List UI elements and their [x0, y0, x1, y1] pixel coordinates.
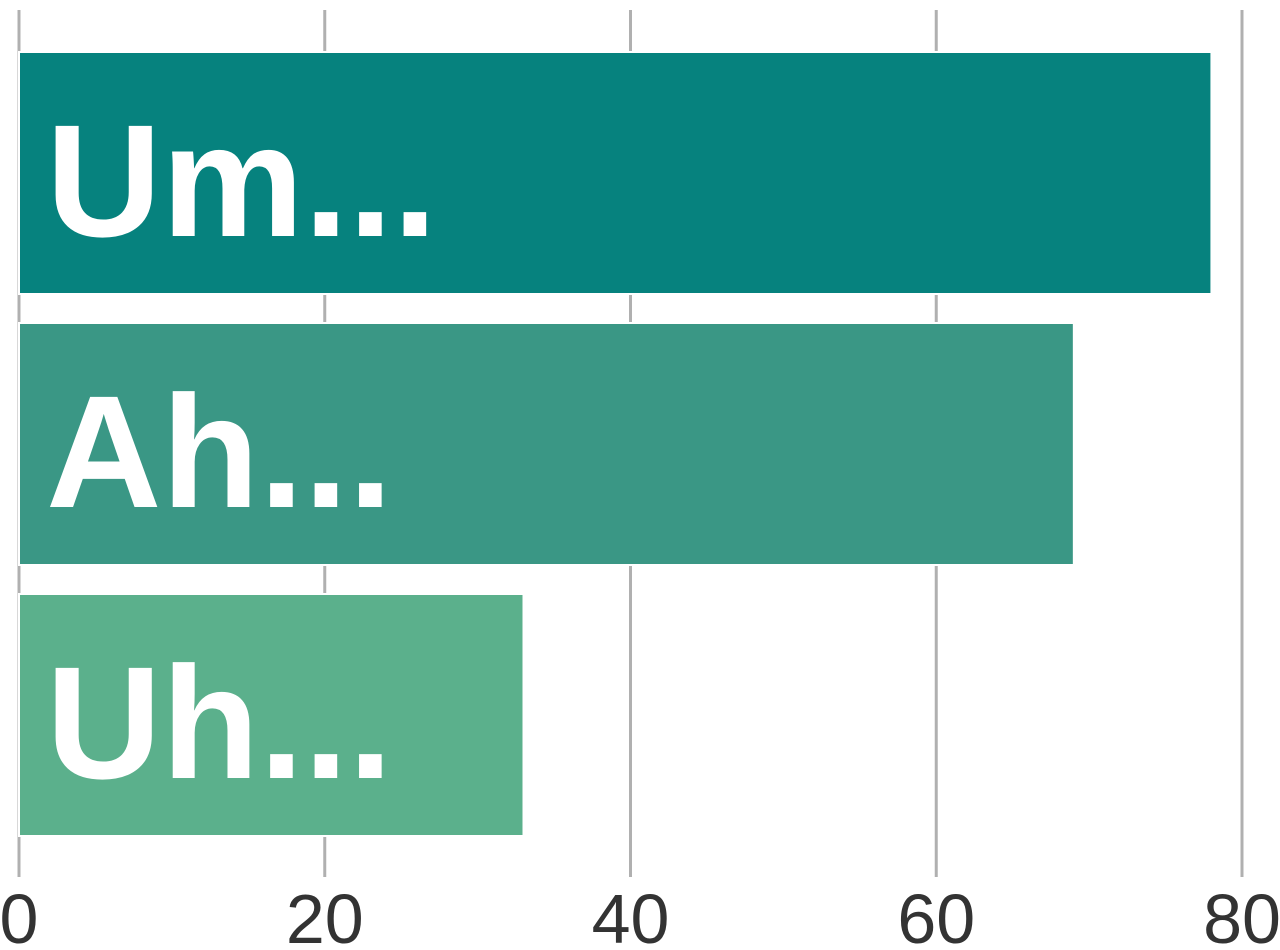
x-axis-ticks: 0 20 40 60 80: [0, 880, 1280, 950]
x-tick-label: 0: [0, 880, 38, 950]
bar-1: [18, 322, 1075, 566]
bar-2: [18, 593, 525, 837]
x-tick-label: 40: [592, 880, 670, 950]
bar-label: Ah...: [46, 362, 393, 541]
bar-label: Um...: [46, 91, 437, 270]
x-tick-label: 80: [1203, 880, 1280, 950]
bar-label: Uh...: [46, 633, 393, 812]
x-tick-label: 20: [286, 880, 364, 950]
x-tick-label: 60: [897, 880, 975, 950]
bar-0: [18, 51, 1213, 295]
bars: Um... Ah... Uh...: [18, 51, 1213, 837]
